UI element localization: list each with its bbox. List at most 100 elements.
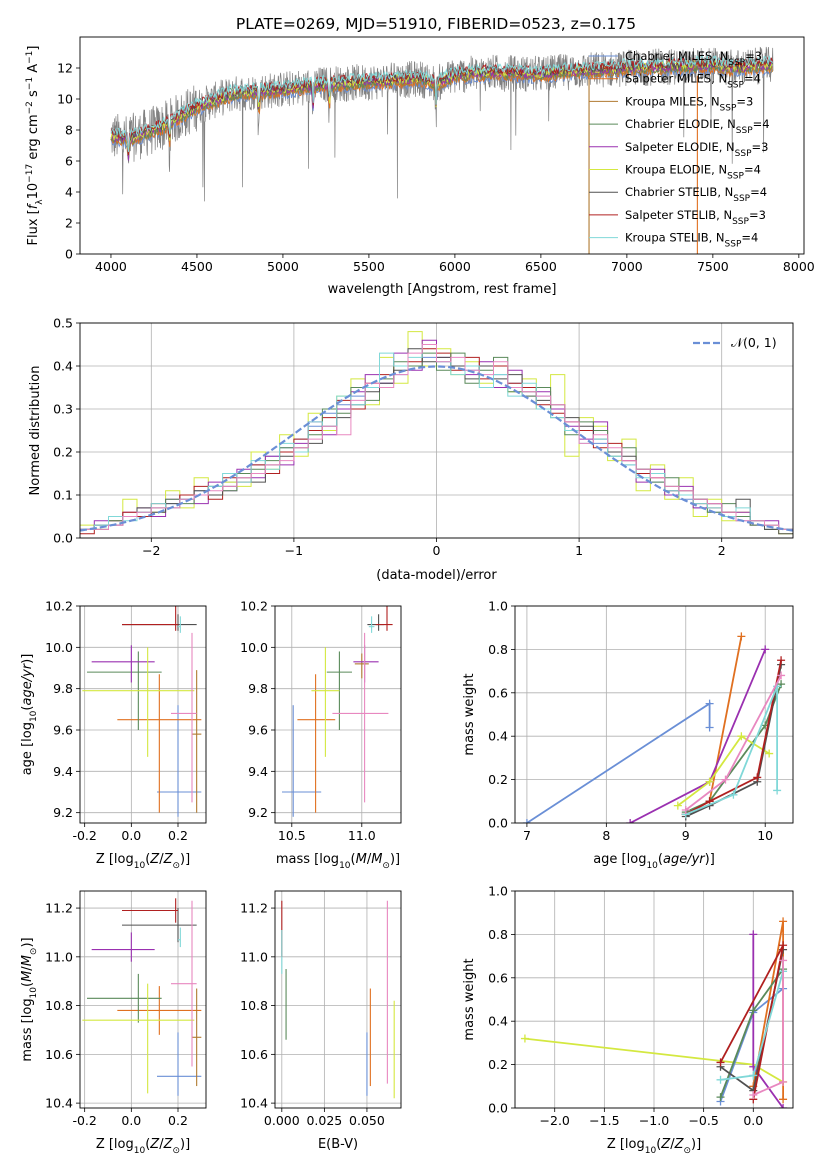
y-axis-label: mass [log10(M/M⊙)]: [20, 937, 39, 1061]
weight-marker: [749, 1071, 758, 1080]
metallicity-age-panel: -0.2 0.0 0.2 9.2 9.4 9.6 9.8 10.0 10.2 Z [log10(Z…: [20, 599, 207, 871]
weight-marker: [705, 723, 714, 732]
tick-label-y: 9.2: [248, 805, 268, 820]
tick-label-x: 9: [682, 828, 690, 843]
tick-label-y: 0.0: [53, 531, 73, 546]
errorbar-point: [282, 705, 322, 817]
tick-label-x: 8: [602, 828, 610, 843]
tick-label-x: −1: [285, 543, 303, 558]
x-axis-label: E(B-V): [318, 1137, 358, 1152]
tick-label-y: 9.4: [248, 764, 268, 779]
weight-marker: [705, 777, 714, 786]
tick-label-x: −2.0: [540, 1113, 570, 1128]
tick-label-x: −0.5: [688, 1113, 718, 1128]
axes-frame: [79, 890, 207, 1109]
tick-label-y: 0.1: [53, 488, 73, 503]
plot-area: [82, 606, 202, 817]
tick-label-x: 4000: [95, 259, 127, 274]
weight-marker: [777, 671, 786, 680]
metallicity-mass-panel: -0.2 0.0 0.2 10.4 10.6 10.8 11.0 11.2 Z [log10(Z…: [20, 890, 207, 1156]
weight-marker: [716, 1075, 725, 1084]
tick-label-x: 6000: [439, 259, 471, 274]
spectrum-legend: Chabrier MILES, NSSP=3 Salpeter MILES, NS…: [589, 49, 770, 250]
errorbar-point: [82, 647, 195, 757]
spectrum-panel: 4000 4500 5000 5500 6000 6500 7000 7500 8000 0 2 4 6…: [25, 36, 815, 297]
tick-label-x: 0.050: [349, 1113, 385, 1128]
x-axis-label: wavelength [Angstrom, rest frame]: [328, 282, 557, 297]
tick-label-x: 0.2: [168, 828, 188, 843]
x-axis-label: mass [log10(M/M⊙)]: [276, 852, 400, 871]
x-axis-label: Z [log10(Z/Z⊙)]: [96, 852, 190, 871]
errorbar-point: [171, 900, 197, 1067]
axes-frame: [79, 605, 207, 824]
tick-label-x: 2: [718, 543, 726, 558]
tick-label-y: 0.3: [53, 402, 73, 417]
weight-marker: [749, 1090, 758, 1099]
weight-line-chabrier-miles: [526, 701, 711, 823]
tick-label-y: 0.2: [488, 772, 508, 787]
plot-area: [110, 46, 774, 254]
legend-label: Kroupa ELODIE, NSSP=4: [625, 163, 761, 182]
errorbar-point: [91, 645, 155, 683]
tick-label-y: 0.4: [53, 359, 73, 374]
legend-label: Salpeter MILES, NSSP=4: [625, 72, 761, 91]
tick-label-y: 10.0: [45, 640, 73, 655]
errorbar-point: [354, 653, 369, 679]
axes-frame: [274, 890, 402, 1109]
tick-label-y: 9.8: [53, 681, 73, 696]
weight-marker: [705, 699, 714, 708]
errorbar-point: [171, 632, 197, 803]
tick-label-x: −1.5: [589, 1113, 619, 1128]
weight-marker: [749, 930, 758, 939]
errorbar-point: [192, 670, 202, 813]
y-axis-label: age [log10(age/yr)]: [20, 654, 39, 776]
legend-label: Kroupa MILES, NSSP=3: [625, 94, 753, 113]
plot-area: [282, 606, 393, 817]
figure-title: PLATE=0269, MJD=51910, FIBERID=0523, z=0…: [236, 15, 636, 33]
tick-label-y: 9.4: [53, 764, 73, 779]
axes-frame: [79, 322, 794, 539]
weight-line-kroupa-stelib: [685, 685, 778, 816]
weight-marker: [765, 749, 774, 758]
tick-label-x: 0.025: [306, 1113, 342, 1128]
weight-marker: [753, 773, 762, 782]
tick-label-y: 11.2: [240, 901, 268, 916]
tick-label-y: 10: [57, 92, 73, 107]
weight-marker: [737, 732, 746, 741]
errorbar-point: [122, 614, 197, 631]
errorbar-point: [122, 908, 197, 943]
tick-label-y: 0.6: [488, 685, 508, 700]
weight-marker: [779, 956, 788, 965]
y-axis-label: Flux [fλ10−17 erg cm−2 s−1 A−1]: [25, 46, 45, 246]
tick-label-y: 1.0: [488, 884, 508, 899]
mass-age-panel: 10.5 11.0 9.2 9.4 9.6 9.8 10.0 10.2 mass [log10(…: [240, 599, 402, 871]
tick-label-y: 10.6: [240, 1047, 268, 1062]
errorbar-point: [122, 898, 178, 923]
tick-label-x: −1.0: [639, 1113, 669, 1128]
tick-label-y: 10.8: [45, 998, 73, 1013]
errorbar-point: [297, 674, 336, 813]
plot-area: [281, 900, 395, 1099]
x-axis-label: Z [log10(Z/Z⊙)]: [96, 1137, 190, 1156]
plot-area: [520, 917, 788, 1108]
tick-label-y: 10.4: [240, 1096, 268, 1111]
tick-label-x: 5500: [353, 259, 385, 274]
x-axis-label: Z [log10(Z/Z⊙)]: [607, 1137, 701, 1156]
y-axis-label: Normed distribution: [28, 366, 43, 496]
x-axis-label: (data-model)/error: [376, 568, 497, 583]
errorbar-point: [157, 1032, 202, 1096]
tick-label-y: 1.0: [488, 599, 508, 614]
tick-label-y: 0.2: [488, 1057, 508, 1072]
weight-marker: [681, 805, 690, 814]
tick-label-x: 4500: [181, 259, 213, 274]
weight-marker: [761, 645, 770, 654]
tick-label-x: 0.0: [743, 1113, 763, 1128]
weight-marker: [520, 1034, 529, 1043]
tick-label-x: 11.0: [348, 828, 376, 843]
tick-label-x: −2: [142, 543, 160, 558]
legend-label: Chabrier MILES, NSSP=3: [625, 49, 762, 68]
normal-distribution-curve: [80, 365, 793, 532]
plot-area: [80, 331, 793, 535]
tick-label-y: 4: [65, 185, 73, 200]
